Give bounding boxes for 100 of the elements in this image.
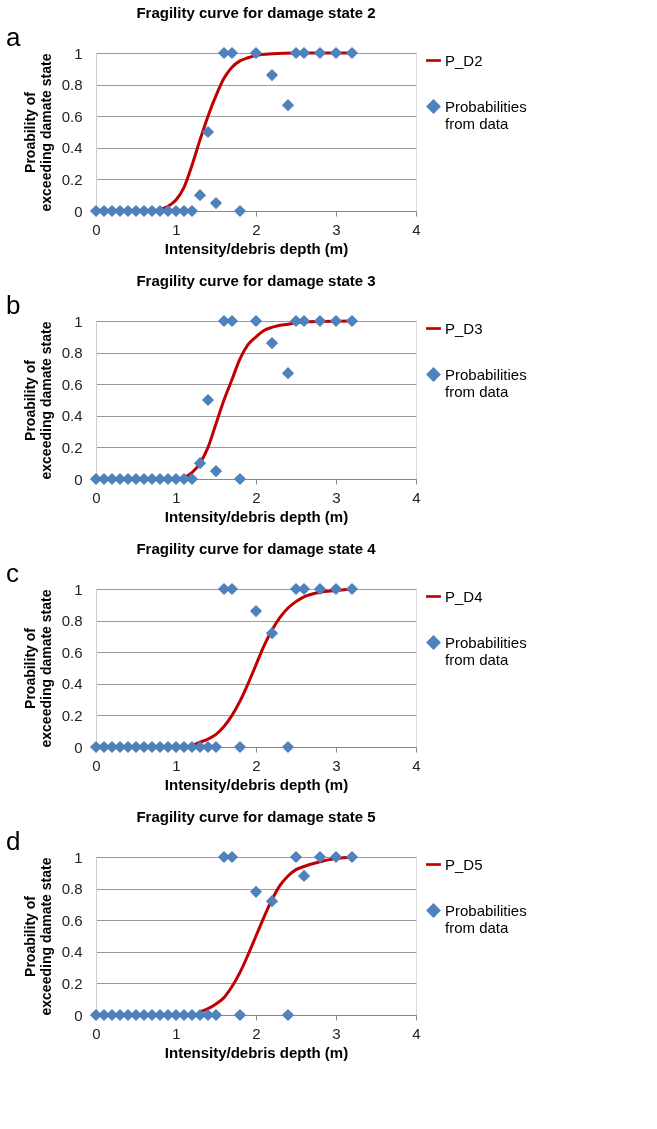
- y-tick-label: 0.8: [61, 880, 83, 898]
- chart-title: Fragility curve for damage state 2: [136, 4, 376, 21]
- y-tick-label: 0.2: [61, 170, 83, 188]
- y-tick-label: 0.4: [61, 675, 83, 693]
- point: [313, 46, 327, 60]
- x-tick-label: 4: [412, 220, 421, 238]
- point: [313, 582, 327, 596]
- y-tick-label: 1: [74, 44, 83, 62]
- text: d: [6, 826, 21, 856]
- point: [209, 464, 223, 478]
- x-tick-label: 0: [92, 1024, 101, 1042]
- point: [233, 472, 247, 486]
- y-tick-label: 0.6: [61, 911, 83, 929]
- point: [281, 740, 295, 754]
- point: [345, 46, 359, 60]
- y-tick-label: 0: [74, 470, 83, 488]
- point: [313, 850, 327, 864]
- x-axis-title: Intensity/debris depth (m): [164, 775, 349, 793]
- point: [201, 393, 215, 407]
- y-tick-label: 0.2: [61, 974, 83, 992]
- x-tick-label: 1: [172, 756, 181, 774]
- point: [281, 99, 295, 112]
- point: [289, 850, 303, 864]
- chart-title: Fragility curve for damage state 4: [136, 540, 377, 557]
- point: [233, 1008, 247, 1022]
- legend-label: Probabilities from data: [445, 97, 527, 132]
- y-tick-label: 0.6: [61, 643, 83, 661]
- x-tick-label: 4: [412, 488, 421, 506]
- x-tick-label: 1: [172, 488, 181, 506]
- y-tick-label: 0.2: [61, 706, 83, 724]
- legend-label: Probabilities from data: [445, 365, 527, 400]
- point: [233, 204, 247, 218]
- y-tick-label: 0.4: [61, 139, 83, 157]
- point: [249, 314, 263, 328]
- y-tick-label: 0: [74, 738, 83, 756]
- point: [281, 367, 295, 380]
- y-tick-label: 0.4: [61, 407, 83, 425]
- point: [329, 314, 343, 328]
- x-tick-label: 3: [332, 488, 341, 506]
- legend-label: P_D4: [445, 587, 483, 605]
- x-axis-title: Intensity/debris depth (m): [164, 1043, 349, 1061]
- x-axis-title: Intensity/debris depth (m): [164, 507, 349, 525]
- x-tick-label: 3: [332, 220, 341, 238]
- y-tick-label: 1: [74, 848, 83, 866]
- point: [329, 582, 343, 596]
- legend-label: Probabilities from data: [445, 633, 527, 668]
- legend-label: P_D3: [445, 319, 483, 337]
- point: [345, 582, 359, 596]
- text: c: [6, 558, 19, 588]
- x-tick-label: 1: [172, 220, 181, 238]
- chart-title: Fragility curve for damage state 3: [136, 272, 376, 289]
- point: [313, 314, 327, 328]
- x-tick-label: 4: [412, 1024, 421, 1042]
- x-tick-label: 1: [172, 1024, 181, 1042]
- y-tick-label: 1: [74, 312, 83, 330]
- x-tick-label: 2: [252, 220, 261, 238]
- point: [249, 885, 263, 898]
- x-tick-label: 4: [412, 756, 421, 774]
- y-tick-label: 0: [74, 1006, 83, 1024]
- point: [345, 850, 359, 864]
- point: [297, 869, 311, 883]
- point: [265, 337, 279, 350]
- y-axis-title: Proability of exceeding damate state: [21, 321, 54, 480]
- point: [209, 196, 223, 210]
- legend-label: Probabilities from data: [445, 901, 527, 936]
- point: [201, 125, 215, 139]
- point: [345, 314, 359, 328]
- x-tick-label: 2: [252, 1024, 261, 1042]
- point: [193, 457, 207, 470]
- point: [265, 627, 279, 640]
- x-tick-label: 2: [252, 488, 261, 506]
- point: [233, 740, 247, 754]
- y-tick-label: 0.8: [61, 612, 83, 630]
- x-tick-label: 2: [252, 756, 261, 774]
- point: [193, 189, 207, 202]
- text: a: [6, 22, 21, 52]
- point: [249, 46, 263, 60]
- x-tick-label: 0: [92, 488, 101, 506]
- y-tick-label: 0.6: [61, 375, 83, 393]
- y-axis-title: Proability of exceeding damate state: [21, 53, 54, 212]
- y-tick-label: 0.8: [61, 344, 83, 362]
- y-tick-label: 0.6: [61, 107, 83, 125]
- x-tick-label: 0: [92, 220, 101, 238]
- point: [329, 850, 343, 864]
- point: [265, 895, 279, 908]
- y-tick-label: 0.8: [61, 76, 83, 94]
- chart-title: Fragility curve for damage state 5: [136, 808, 376, 825]
- y-tick-label: 0.2: [61, 438, 83, 456]
- x-axis-title: Intensity/debris depth (m): [164, 239, 349, 257]
- point: [265, 69, 279, 82]
- point: [281, 1008, 295, 1022]
- y-axis-title: Proability of exceeding damate state: [21, 589, 54, 748]
- legend-label: P_D2: [445, 51, 483, 69]
- y-tick-label: 0: [74, 202, 83, 220]
- y-tick-label: 0.4: [61, 943, 83, 961]
- legend-label: P_D5: [445, 855, 483, 873]
- y-tick-label: 1: [74, 580, 83, 598]
- x-tick-label: 3: [332, 756, 341, 774]
- y-axis-title: Proability of exceeding damate state: [21, 857, 54, 1016]
- text: b: [6, 290, 21, 320]
